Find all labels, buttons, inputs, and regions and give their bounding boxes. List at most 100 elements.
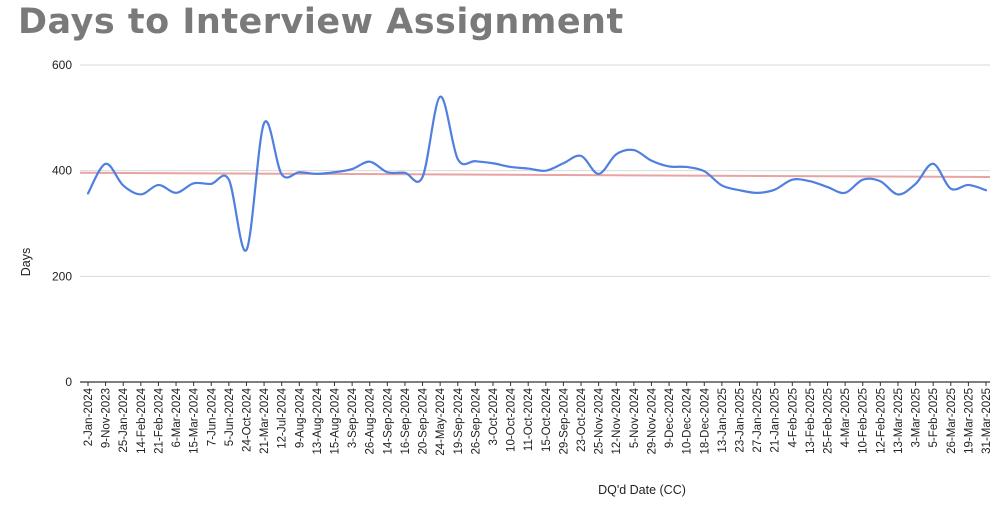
- x-tick-label: 15-Oct-2024: [541, 387, 553, 452]
- x-tick-label: 29-Nov-2024: [646, 387, 658, 454]
- data-point: [949, 187, 952, 190]
- data-point: [403, 171, 406, 174]
- data-point: [104, 162, 107, 165]
- data-point: [298, 171, 301, 174]
- data-point: [157, 183, 160, 186]
- data-point: [879, 180, 882, 183]
- data-point: [703, 170, 706, 173]
- x-tick-label: 9-Dec-2024: [664, 387, 676, 448]
- x-tick-label: 14-Feb-2024: [136, 387, 148, 453]
- x-tick-label: 25-Jan-2024: [118, 387, 130, 452]
- x-tick-label: 24-May-2024: [435, 387, 447, 455]
- data-point: [544, 169, 547, 172]
- data-point: [351, 168, 354, 171]
- x-tick-label: 12-Nov-2024: [611, 387, 623, 454]
- x-tick-label: 21-Feb-2024: [153, 387, 165, 453]
- data-point: [932, 162, 935, 165]
- data-point: [791, 178, 794, 181]
- x-tick-label: 15-Aug-2024: [330, 387, 342, 454]
- x-tick-label: 7-Jun-2024: [206, 387, 218, 446]
- x-tick-label: 13-Aug-2024: [312, 387, 324, 454]
- data-point: [192, 182, 195, 185]
- x-tick-label: 6-Mar-2024: [171, 387, 183, 447]
- x-tick-label: 12-Feb-2025: [875, 388, 887, 454]
- data-point: [122, 184, 125, 187]
- x-tick-label: 19-Mar-2025: [963, 388, 975, 454]
- y-tick-label: 200: [52, 269, 72, 283]
- x-tick-label: 4-Mar-2025: [840, 388, 852, 447]
- x-tick-label: 14-Sep-2024: [382, 387, 394, 454]
- data-point: [597, 172, 600, 175]
- x-tick-label: 20-Sep-2024: [418, 387, 430, 454]
- trendline: [79, 171, 991, 179]
- y-tick-label: 600: [52, 58, 72, 72]
- data-point: [315, 172, 318, 175]
- series-line: [86, 95, 988, 252]
- x-tick-label: 2-Jan-2024: [83, 387, 95, 446]
- x-tick-label: 25-Nov-2024: [594, 387, 606, 454]
- x-tick-label: 13-Feb-2025: [805, 388, 817, 454]
- data-point: [210, 182, 213, 185]
- data-point: [509, 165, 512, 168]
- data-point: [615, 153, 618, 156]
- x-tick-label: 11-Oct-2024: [523, 387, 535, 451]
- x-tick-label: 26-Aug-2024: [365, 387, 377, 454]
- gridlines: [80, 64, 990, 383]
- x-tick-label: 5-Nov-2024: [629, 387, 641, 448]
- data-point: [967, 183, 970, 186]
- data-point: [139, 193, 142, 196]
- x-tick-label: 21-Mar-2024: [259, 387, 271, 453]
- x-tick-label: 29-Sep-2024: [558, 387, 570, 454]
- x-axis-label: DQ'd Date (CC): [598, 483, 686, 497]
- data-point: [985, 189, 988, 192]
- data-point: [685, 165, 688, 168]
- data-point: [439, 95, 442, 98]
- x-tick-label: 3-Mar-2025: [911, 388, 923, 447]
- data-point: [368, 160, 371, 163]
- x-tick-label: 12-Jul-2024: [277, 387, 289, 448]
- data-point: [808, 180, 811, 183]
- data-point: [474, 160, 477, 163]
- data-point: [175, 191, 178, 194]
- x-axis-ticks: 2-Jan-2024 9-Nov-2023 25-Jan-2024 14-Feb-20…: [83, 382, 993, 456]
- x-tick-label: 16-Sep-2024: [400, 387, 412, 454]
- x-tick-label: 25-Feb-2025: [823, 388, 835, 454]
- y-axis-ticks: 0 200 400 600: [52, 58, 72, 389]
- x-tick-label: 10-Feb-2025: [858, 388, 870, 454]
- x-tick-label: 21-Jan-2025: [770, 388, 782, 453]
- data-point: [280, 173, 283, 176]
- data-point: [756, 191, 759, 194]
- data-point: [738, 189, 741, 192]
- x-tick-label: 26-Mar-2025: [946, 388, 958, 454]
- data-point: [668, 165, 671, 168]
- data-point: [632, 149, 635, 152]
- x-tick-label: 9-Aug-2024: [294, 387, 306, 448]
- y-tick-label: 0: [65, 375, 72, 389]
- data-point: [421, 176, 424, 179]
- x-tick-label: 31-Mar-2025: [981, 388, 993, 454]
- y-axis-label: Days: [19, 248, 33, 276]
- data-point: [527, 167, 530, 170]
- data-point: [580, 154, 583, 157]
- x-tick-label: 19-Sep-2024: [453, 387, 465, 454]
- data-point: [245, 248, 248, 251]
- data-point: [263, 122, 266, 125]
- x-tick-label: 3-Oct-2024: [488, 387, 500, 445]
- data-point: [773, 188, 776, 191]
- data-point: [333, 171, 336, 174]
- x-tick-label: 3-Sep-2024: [347, 387, 359, 448]
- x-tick-label: 5-Feb-2025: [928, 388, 940, 447]
- x-tick-label: 5-Jun-2024: [224, 387, 236, 446]
- data-point: [386, 171, 389, 174]
- data-point: [456, 158, 459, 161]
- data-point: [896, 193, 899, 196]
- data-point: [491, 162, 494, 165]
- x-tick-label: 13-Mar-2025: [893, 388, 905, 454]
- y-tick-label: 400: [52, 164, 72, 178]
- data-point: [861, 178, 864, 181]
- chart-title: Days to Interview Assignment: [18, 2, 624, 42]
- x-tick-label: 26-Sep-2024: [470, 387, 482, 454]
- data-point: [720, 184, 723, 187]
- data-point: [914, 182, 917, 185]
